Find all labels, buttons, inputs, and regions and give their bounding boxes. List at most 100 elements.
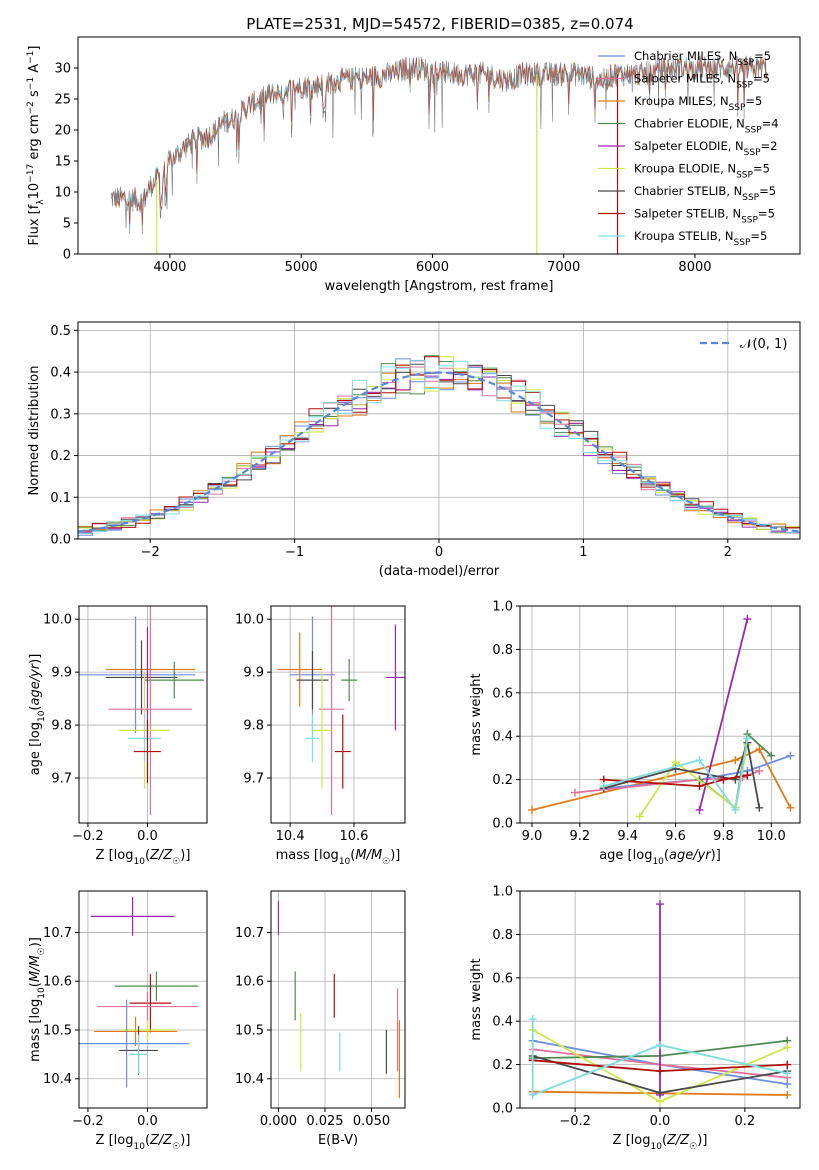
y-axis-label: Normed distribution [27,366,42,496]
plot-frame [78,890,208,1109]
y-tick-label: 30 [54,62,71,77]
weight-marker [695,756,704,765]
errorbars [277,606,405,816]
weight-marker [783,1069,792,1078]
label-part: )] [390,848,400,863]
y-tick-label: 0.8 [492,643,513,658]
label-part: −17 [26,164,36,183]
panel-z-weight: −0.2 0.0 0.2 0.0 0.2 0.4 0.6 0.8 1.0 Z [log10(Z/Z… [469,885,801,1152]
x-tick-label: −0.2 [72,829,104,844]
x-axis-label: wavelength [Angstrom, rest frame] [325,279,554,294]
x-tick-label: −0.2 [559,1114,591,1129]
y-axis-label: mass weight [469,958,484,1040]
panel-residuals: −2 −1 0 1 2 0.0 0.1 0.2 0.3 0.4 0.5 (data-model)/er… [27,321,801,579]
weight-lines [528,900,792,1106]
label-part: =5 [754,49,771,63]
legend-label: Kroupa ELODIE, NSSP=5 [634,162,770,181]
label-part: Normed distribution [27,366,42,496]
y-tick-label: 0.0 [492,1102,513,1117]
y-tick-label: 10.4 [235,1072,264,1087]
weight-marker [783,1060,792,1069]
weight-marker [755,745,764,754]
y-axis-label: mass weight [469,673,484,755]
residuals-legend: 𝒩(0, 1) [700,337,787,352]
label-part: mass [log [276,848,339,863]
label-part: Flux [f [27,204,42,245]
label-part: ( [662,1133,667,1148]
spectrum-lines [110,55,768,254]
y-tick-label: 0.4 [492,730,513,745]
weight-marker [783,1043,792,1052]
label-part: ( [28,706,43,711]
x-tick-label: 9.2 [569,829,590,844]
label-part: ☉ [37,947,47,955]
label-part: ] [27,46,42,51]
label-part: =5 [758,207,775,221]
x-axis-label: Z [log10(Z/Z☉)] [96,848,191,867]
y-tick-label: 10.7 [43,926,72,941]
label-part: ☉ [172,857,180,867]
label-part: =5 [745,94,762,108]
normal-curve [78,371,800,533]
weight-marker [635,812,644,821]
label-part: A [27,64,42,77]
errorbars [277,900,401,1099]
label-part: s [27,90,42,101]
label-part: SSP [729,103,746,113]
x-axis-label: (data-model)/error [379,564,500,579]
label-part: ☉ [172,1142,180,1152]
x-tick-label: 1 [579,545,587,560]
x-tick-label: 2 [724,545,732,560]
weight-marker [767,751,776,760]
model-spectrum-line [110,55,768,225]
weight-marker [527,805,536,814]
panel-z-mass: −0.2 0.010.410.510.610.7Z [log10(Z/Z☉)]ma… [28,890,208,1152]
y-tick-label: 10.6 [43,975,72,990]
label-part: Chabrier ELODIE, N [634,117,745,131]
x-tick-label: 9.4 [617,829,638,844]
plot-frame [270,890,406,1109]
label-part: Chabrier MILES, N [634,49,737,63]
y-tick-label: 0.2 [492,773,513,788]
weight-marker [528,1090,537,1099]
x-tick-label: 0.0 [137,829,158,844]
y-tick-label: 9.8 [51,719,72,734]
label-part: SSP [736,81,753,91]
x-tick-label: 10.0 [757,829,786,844]
histogram-step [78,359,800,534]
x-axis-label: E(B-V) [318,1133,358,1148]
panel-spectrum: 4000 5000 6000 7000 8000 0 5 10 15 20 25 30 waveleng… [26,36,801,294]
y-tick-label: 10.5 [43,1023,72,1038]
label-part: M/M [28,955,43,982]
label-part: −1 [26,51,36,64]
panel-age-weight: 9.0 9.2 9.4 9.6 9.8 10.0 0.0 0.2 0.4 0.6 0.8 1.0 age… [469,600,801,867]
weight-lines [527,615,795,821]
legend-label: Chabrier MILES, NSSP=5 [634,49,771,68]
y-tick-label: 0.2 [492,1058,513,1073]
label-part: 10 [133,857,145,867]
weight-marker [755,803,764,812]
weight-series-line [603,774,748,788]
plot-frame [270,605,406,824]
figure-title: PLATE=2531, MJD=54572, FIBERID=0385, z=0… [246,15,633,33]
plot-frame [77,321,801,540]
y-tick-label: 1.0 [492,600,513,615]
y-tick-label: 9.9 [243,666,264,681]
label-part: =5 [759,184,776,198]
label-part: mass [log [28,999,43,1062]
y-tick-label: 0.6 [492,971,513,986]
label-part: 10 [37,987,47,999]
label-part: Kroupa STELIB, N [634,229,734,243]
weight-series-line [603,742,761,808]
plot-frame [77,36,801,255]
label-part: E(B-V) [318,1133,358,1148]
y-tick-label: 25 [54,93,71,108]
label-part: Z/Z [666,1133,690,1148]
weight-marker [786,803,795,812]
y-tick-label: 10.7 [235,926,264,941]
x-axis-label: mass [log10(M/M☉)] [276,848,401,867]
label-part: Z/Z [149,848,173,863]
x-tick-label: 0.0 [137,1114,158,1129]
label-part: 10 [339,857,351,867]
